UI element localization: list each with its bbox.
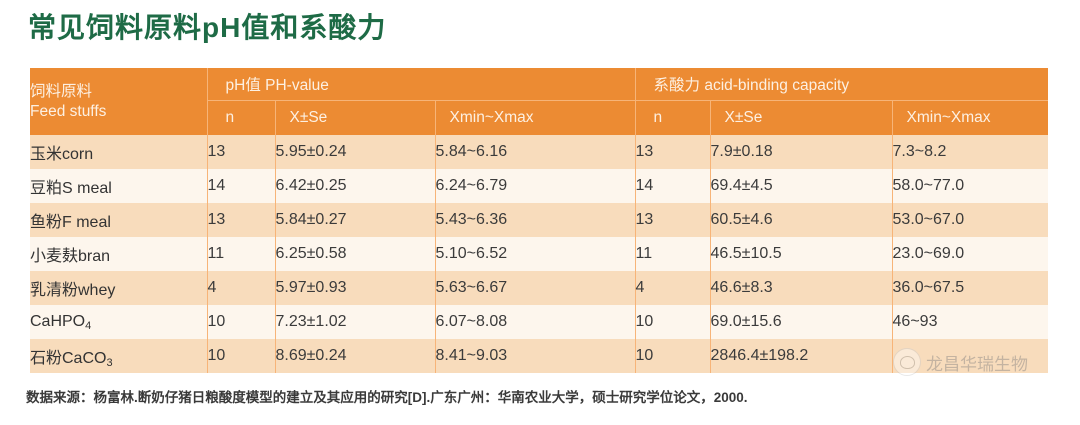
table-row: 小麦麸bran 11 6.25±0.58 5.10~6.52 11 46.5±10.5 23… <box>30 237 1049 271</box>
cell-ph-n: 13 <box>206 135 275 169</box>
cell-feed-stuff-name: 豆粕S meal <box>30 169 207 203</box>
cell-feed-stuff-name: 乳清粉whey <box>30 271 207 305</box>
cell-feed-stuff-name: CaHPO4 <box>30 305 207 339</box>
cell-abc-range: 53.0~67.0 <box>891 203 1049 237</box>
cell-abc-mean: 7.9±0.18 <box>709 135 893 169</box>
cell-abc-mean: 46.5±10.5 <box>709 237 893 271</box>
table-row: 鱼粉F meal 13 5.84±0.27 5.43~6.36 13 60.5±4.6 53… <box>30 203 1049 237</box>
cell-ph-range: 6.07~8.08 <box>434 305 636 339</box>
cell-abc-n: 14 <box>634 169 711 203</box>
table-row: CaHPO4 10 7.23±1.02 6.07~8.08 10 69.0±15.6 46~… <box>30 305 1049 339</box>
cell-abc-mean: 69.4±4.5 <box>709 169 893 203</box>
cell-abc-n: 4 <box>634 271 711 305</box>
cell-ph-range: 5.10~6.52 <box>434 237 636 271</box>
cell-abc-n: 13 <box>634 203 711 237</box>
cell-ph-n: 4 <box>206 271 275 305</box>
table-row: 豆粕S meal 14 6.42±0.25 6.24~6.79 14 69.4±4.5 58… <box>30 169 1049 203</box>
cell-abc-range <box>891 339 1049 373</box>
cell-feed-stuff-name: 玉米corn <box>30 135 207 169</box>
header-group-acid-binding: 系酸力 acid-binding capacity <box>634 68 1049 101</box>
cell-ph-range: 5.84~6.16 <box>434 135 636 169</box>
table-row: 石粉CaCO3 10 8.69±0.24 8.41~9.03 10 2846.4±198.… <box>30 339 1049 373</box>
cell-ph-range: 6.24~6.79 <box>434 169 636 203</box>
cell-ph-n: 10 <box>206 339 275 373</box>
subheader-abc-mean: X±Se <box>709 100 893 135</box>
feed-ph-acid-binding-table: 饲料原料 Feed stuffs pH值 PH-value 系酸力 acid-b… <box>30 68 1049 373</box>
subheader-abc-n: n <box>634 100 711 135</box>
cell-abc-range: 7.3~8.2 <box>891 135 1049 169</box>
header-stub-feed-stuffs: 饲料原料 Feed stuffs <box>30 68 207 135</box>
subheader-ph-n: n <box>206 100 275 135</box>
chemical-subscript: 3 <box>106 357 113 369</box>
cell-ph-n: 11 <box>206 237 275 271</box>
cell-abc-range: 46~93 <box>891 305 1049 339</box>
cell-ph-n: 14 <box>206 169 275 203</box>
cell-abc-n: 11 <box>634 237 711 271</box>
cell-feed-stuff-name: 鱼粉F meal <box>30 203 207 237</box>
subheader-abc-range: Xmin~Xmax <box>891 100 1049 135</box>
stub-label-en: Feed stuffs <box>30 102 107 120</box>
cell-ph-mean: 6.25±0.58 <box>274 237 435 271</box>
table-row: 乳清粉whey 4 5.97±0.93 5.63~6.67 4 46.6±8.3 36.0~… <box>30 271 1049 305</box>
data-table: 饲料原料 Feed stuffs pH值 PH-value 系酸力 acid-b… <box>30 68 1049 373</box>
cell-ph-n: 13 <box>206 203 275 237</box>
cell-ph-n: 10 <box>206 305 275 339</box>
cell-abc-n: 13 <box>634 135 711 169</box>
cell-abc-range: 23.0~69.0 <box>891 237 1049 271</box>
cell-abc-range: 58.0~77.0 <box>891 169 1049 203</box>
cell-ph-mean: 5.95±0.24 <box>274 135 435 169</box>
cell-feed-stuff-name: 石粉CaCO3 <box>30 339 207 373</box>
table-subheader-row: n X±Se Xmin~Xmax n X±Se Xmin~Xmax <box>30 100 1049 135</box>
table-body: 玉米corn 13 5.95±0.24 5.84~6.16 13 7.9±0.18 7.3~… <box>30 135 1049 373</box>
page-title: 常见饲料原料pH值和系酸力 <box>28 12 387 43</box>
header-group-ph: pH值 PH-value <box>206 68 636 101</box>
subheader-ph-mean: X±Se <box>274 100 435 135</box>
data-source-footnote: 数据来源：杨富林.断奶仔猪日粮酸度模型的建立及其应用的研究[D].广东广州：华南… <box>26 390 748 405</box>
cell-abc-mean: 46.6±8.3 <box>709 271 893 305</box>
table-header-group-row: 饲料原料 Feed stuffs pH值 PH-value 系酸力 acid-b… <box>30 68 1049 135</box>
cell-abc-mean: 69.0±15.6 <box>709 305 893 339</box>
cell-ph-mean: 7.23±1.02 <box>274 305 435 339</box>
table-header: 饲料原料 Feed stuffs pH值 PH-value 系酸力 acid-b… <box>30 68 1049 135</box>
stub-label-cn: 饲料原料 <box>30 82 93 100</box>
cell-ph-mean: 5.97±0.93 <box>274 271 435 305</box>
cell-ph-mean: 5.84±0.27 <box>274 203 435 237</box>
chemical-subscript: 4 <box>85 320 92 332</box>
cell-ph-range: 5.63~6.67 <box>434 271 636 305</box>
cell-ph-mean: 6.42±0.25 <box>274 169 435 203</box>
cell-ph-range: 8.41~9.03 <box>434 339 636 373</box>
cell-ph-mean: 8.69±0.24 <box>274 339 435 373</box>
cell-abc-mean: 60.5±4.6 <box>709 203 893 237</box>
cell-abc-mean: 2846.4±198.2 <box>709 339 893 373</box>
cell-abc-n: 10 <box>634 339 711 373</box>
subheader-ph-range: Xmin~Xmax <box>434 100 636 135</box>
cell-abc-range: 36.0~67.5 <box>891 271 1049 305</box>
cell-feed-stuff-name: 小麦麸bran <box>30 237 207 271</box>
cell-ph-range: 5.43~6.36 <box>434 203 636 237</box>
cell-abc-n: 10 <box>634 305 711 339</box>
table-row: 玉米corn 13 5.95±0.24 5.84~6.16 13 7.9±0.18 7.3~… <box>30 135 1049 169</box>
